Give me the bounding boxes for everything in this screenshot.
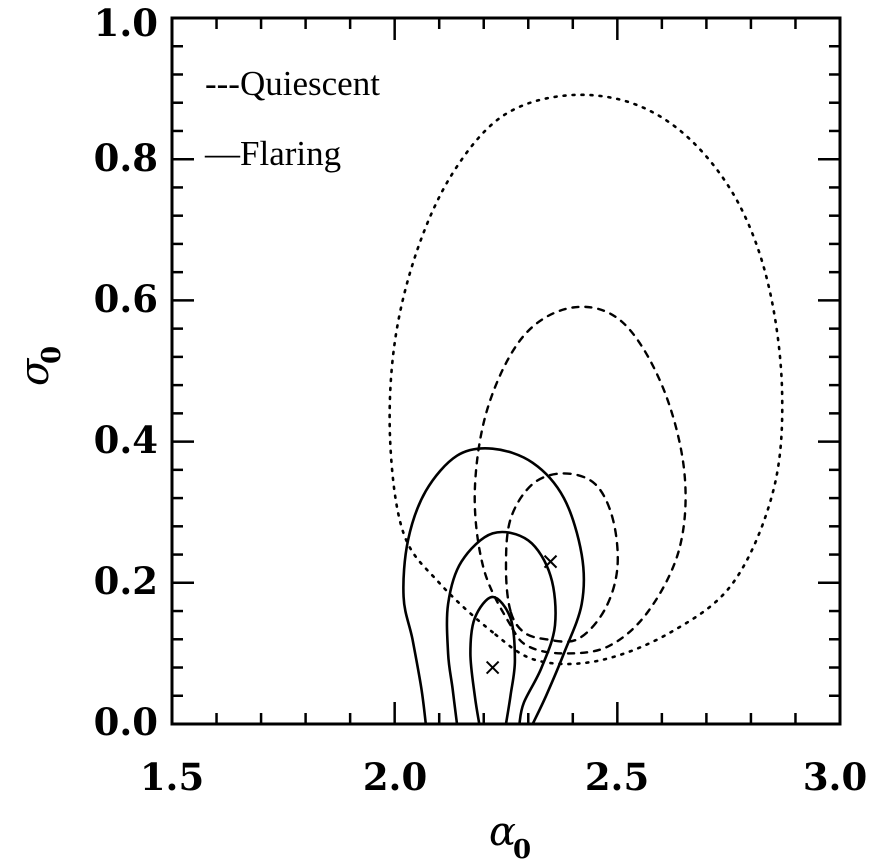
quiescent-best-fit-marker (543, 554, 558, 569)
y-tick-label-4: 0.6 (94, 277, 158, 321)
contour-lines (388, 93, 784, 726)
y-tick-label-3: 0.4 (94, 418, 158, 462)
flaring-contour-1 (469, 595, 517, 726)
x-tick-label-2: 2.0 (363, 755, 427, 799)
x-axis-symbol: α (489, 809, 516, 855)
y-axis-subscript: 0 (37, 346, 67, 364)
y-tick-label-5: 0.8 (94, 136, 158, 180)
y-tick-label-1: 0.0 (94, 700, 158, 744)
x-tick-label-1: 1.5 (140, 755, 204, 799)
y-tick-label-6: 1.0 (94, 1, 158, 45)
legend-flaring: —Flaring (204, 134, 341, 173)
y-axis-label: σ 0 (12, 346, 67, 386)
plot-frame (170, 16, 842, 726)
quiescent-contour-1 (504, 472, 619, 643)
flaring-contour-2 (445, 530, 557, 726)
best-fit-markers (485, 554, 558, 675)
flaring-best-fit-marker (485, 660, 500, 675)
x-axis-label: α 0 (489, 809, 531, 863)
x-axis-subscript: 0 (513, 835, 531, 863)
legend-quiescent: ---Quiescent (205, 64, 380, 103)
quiescent-contour-2 (473, 305, 687, 655)
x-tick-label-4: 3.0 (803, 755, 867, 799)
flaring-contour-3 (402, 447, 586, 726)
x-tick-label-3: 2.5 (585, 755, 649, 799)
quiescent-contour-3 (388, 93, 784, 666)
y-tick-label-2: 0.2 (94, 559, 158, 603)
y-axis-symbol: σ (12, 357, 58, 386)
axis-ticks (170, 16, 842, 726)
